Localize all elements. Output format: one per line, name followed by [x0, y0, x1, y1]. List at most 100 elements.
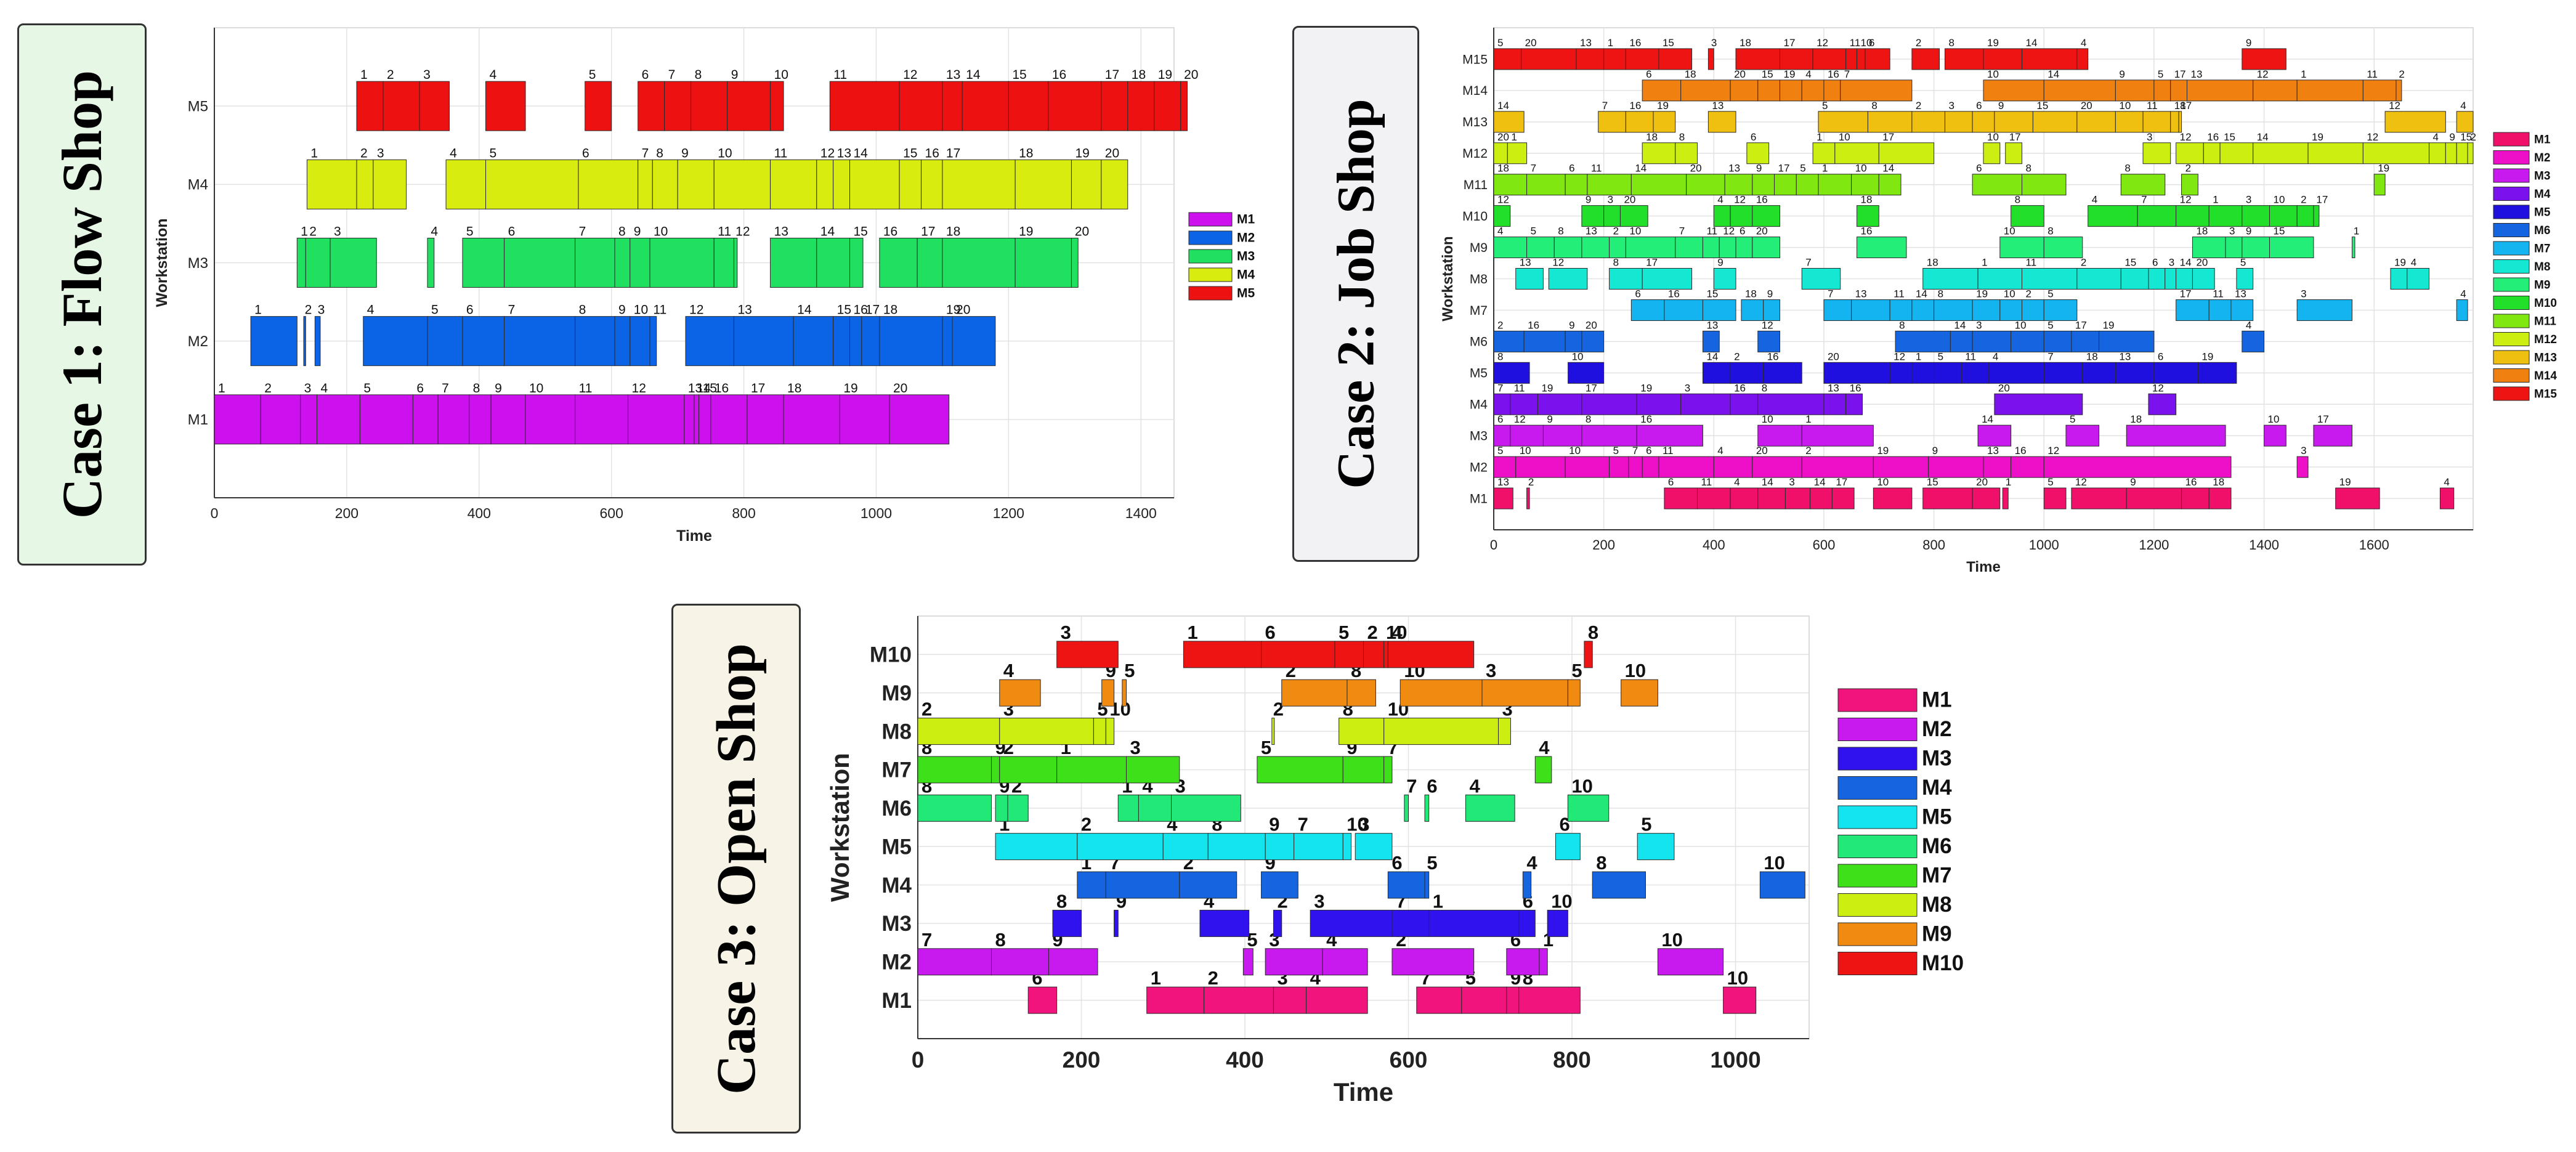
- job-task-bar: [1642, 79, 1682, 102]
- open-task-label: 4: [1539, 737, 1550, 758]
- job-task-bar: [1630, 174, 1687, 196]
- job-task-bar: [2022, 299, 2044, 321]
- job-task-bar: [1642, 142, 1676, 164]
- flow-task-bar: [649, 316, 657, 367]
- job-task-bar: [1548, 268, 1588, 290]
- flow-task-label: 9: [634, 225, 641, 239]
- open-task-bar: [1637, 833, 1675, 861]
- job-task-bar: [2137, 205, 2177, 227]
- open-task-label: 9: [1269, 814, 1279, 835]
- job-task-label: 17: [1646, 257, 1658, 269]
- open-task-label: 5: [1641, 814, 1651, 835]
- job-task-label: 10: [1987, 131, 1999, 143]
- job-task-bar: [2043, 237, 2083, 259]
- job-task-label: 14: [1982, 413, 1993, 425]
- job-task-label: 12: [2047, 445, 2059, 456]
- job-task-label: 4: [2081, 37, 2086, 49]
- flow-task-label: 9: [618, 303, 626, 317]
- open-legend-swatch: [1837, 952, 1918, 975]
- flow-task-label: 3: [304, 381, 312, 395]
- job-task-label: 10: [1520, 445, 1531, 456]
- job-task-label: 20: [1998, 382, 2010, 394]
- job-task-label: 16: [1629, 37, 1641, 49]
- job-task-label: 9: [1717, 257, 1723, 269]
- job-task-bar: [2011, 205, 2044, 227]
- job-task-label: 3: [1685, 382, 1690, 394]
- flow-task-label: 17: [921, 225, 935, 239]
- job-task-bar: [2148, 393, 2177, 415]
- job-task-label: 18: [1497, 163, 1509, 174]
- job-task-label: 9: [2449, 131, 2455, 143]
- flow-task-label: 17: [751, 381, 765, 395]
- job-task-label: 9: [1547, 413, 1552, 425]
- job-task-label: 1: [1916, 351, 1921, 362]
- job-task-bar: [2153, 362, 2198, 384]
- job-task-bar: [2253, 79, 2298, 102]
- open-task-bar: [1461, 986, 1507, 1014]
- job-task-label: 16: [1629, 100, 1641, 112]
- open-task-bar: [1117, 794, 1139, 822]
- job-task-bar: [1568, 362, 1605, 384]
- flow-task-label: 5: [431, 303, 439, 317]
- job-task-bar: [2181, 174, 2198, 196]
- job-task-bar: [1675, 142, 1698, 164]
- job-legend-swatch: [2493, 368, 2530, 383]
- open-task-bar: [1105, 718, 1115, 745]
- flow-task-label: 19: [843, 381, 857, 395]
- job-task-label: 6: [1646, 68, 1651, 80]
- job-task-label: 5: [1497, 445, 1503, 456]
- flow-x-tick-label: 0: [211, 505, 219, 521]
- case-2-label: Case 2: Job Shop: [1292, 26, 1419, 562]
- flow-task-bar: [917, 238, 943, 288]
- open-y-tick-label: M7: [881, 758, 912, 782]
- job-task-label: 17: [2174, 68, 2186, 80]
- job-y-tick-label: M6: [1470, 335, 1488, 349]
- flow-task-label: 19: [1158, 68, 1172, 82]
- job-task-bar: [2351, 237, 2355, 259]
- flow-task-label: 6: [508, 225, 516, 239]
- job-task-bar: [1994, 393, 2083, 415]
- job-task-bar: [1784, 487, 1811, 509]
- job-task-bar: [1752, 174, 1775, 196]
- job-x-tick-label: 400: [1703, 537, 1725, 553]
- job-task-bar: [1730, 79, 1759, 102]
- job-task-label: 10: [1855, 163, 1867, 174]
- job-task-label: 20: [1828, 351, 1839, 362]
- job-task-label: 14: [1916, 288, 1927, 299]
- job-task-bar: [1983, 79, 2044, 102]
- flow-task-label: 16: [854, 303, 868, 317]
- job-task-label: 13: [2235, 288, 2246, 299]
- flow-task-label: 5: [466, 225, 474, 239]
- flow-task-label: 20: [956, 303, 970, 317]
- flow-task-label: 2: [264, 381, 272, 395]
- job-task-label: 14: [1706, 351, 1718, 362]
- job-task-bar: [2142, 111, 2171, 133]
- job-task-bar: [1999, 237, 2044, 259]
- job-task-label: 15: [2460, 131, 2472, 143]
- job-task-label: 19: [2312, 131, 2323, 143]
- job-legend-swatch: [2493, 150, 2530, 164]
- open-task-bar: [1114, 909, 1119, 937]
- job-task-label: 2: [1734, 351, 1740, 362]
- open-task-label: 6: [1391, 852, 1402, 874]
- job-task-bar: [1752, 237, 1780, 259]
- flow-task-bar: [889, 394, 950, 445]
- flow-x-tick-label: 600: [600, 505, 623, 521]
- open-legend-swatch: [1837, 805, 1918, 829]
- flow-task-label: 2: [387, 68, 394, 82]
- job-task-label: 7: [2141, 194, 2147, 206]
- flow-y-tick-label: M5: [188, 99, 208, 115]
- job-task-label: 18: [1685, 68, 1696, 80]
- open-task-bar: [1171, 794, 1241, 822]
- job-task-label: 16: [2207, 131, 2219, 143]
- flow-task-label: 18: [787, 381, 801, 395]
- open-x-tick-label: 400: [1226, 1047, 1264, 1073]
- open-task-bar: [1759, 871, 1805, 899]
- job-legend-swatch: [2493, 332, 2530, 346]
- job-task-label: 6: [2158, 351, 2163, 362]
- flow-task-label: 15: [903, 146, 917, 160]
- open-task-label: 5: [1247, 929, 1257, 951]
- flow-task-bar: [575, 316, 615, 367]
- open-task-bar: [990, 756, 1000, 784]
- job-task-label: 8: [2047, 225, 2053, 237]
